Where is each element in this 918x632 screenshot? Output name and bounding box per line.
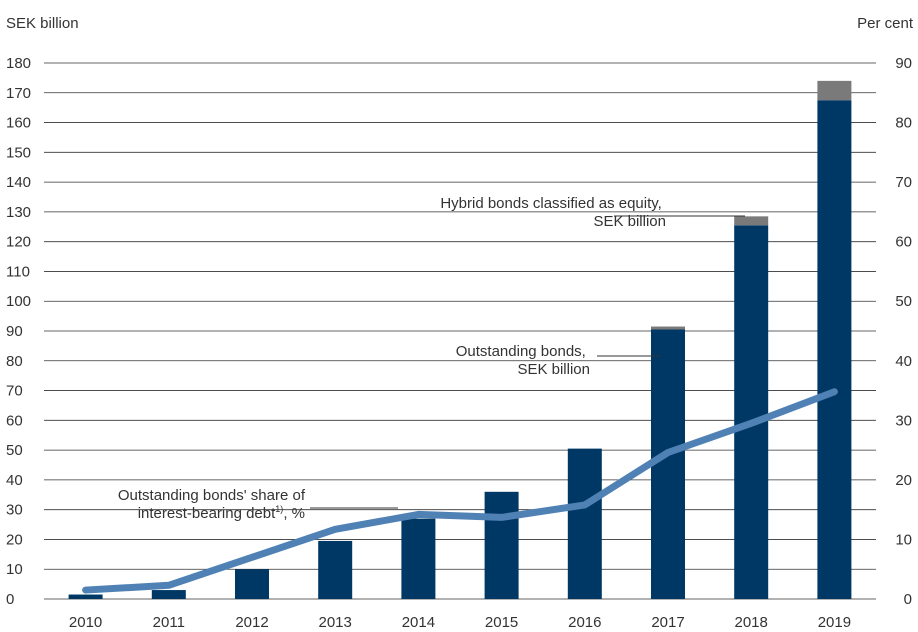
x-tick-2017: 2017 bbox=[651, 614, 684, 631]
bar-2018-segment-0 bbox=[734, 225, 769, 600]
y-left-tick-6: 60 bbox=[6, 412, 23, 429]
bar-2010-segment-0 bbox=[68, 594, 103, 599]
y-right-tick-6: 60 bbox=[895, 234, 912, 251]
y-left-tick-2: 20 bbox=[6, 531, 23, 548]
bar-2017-segment-1 bbox=[651, 326, 685, 330]
y-left-tick-16: 160 bbox=[6, 115, 31, 132]
y-left-tick-15: 150 bbox=[6, 144, 31, 161]
x-tick-2010: 2010 bbox=[69, 614, 102, 631]
share-annotation: Outstanding bonds' share of bbox=[118, 487, 306, 504]
y-left-tick-12: 120 bbox=[6, 234, 31, 251]
x-tick-2012: 2012 bbox=[235, 614, 268, 631]
y-right-tick-2: 20 bbox=[895, 472, 912, 489]
bar-2011-segment-0 bbox=[151, 590, 186, 599]
y-left-tick-9: 90 bbox=[6, 323, 23, 340]
y-left-tick-7: 70 bbox=[6, 383, 23, 400]
outstanding-annotation-line-1: Outstanding bonds, bbox=[456, 343, 586, 360]
share-annotation-line-2b: , % bbox=[283, 505, 305, 522]
bar-2013-segment-0 bbox=[318, 540, 353, 599]
x-tick-2019: 2019 bbox=[818, 614, 851, 631]
share-line-path-0 bbox=[82, 388, 838, 594]
y-right-tick-4: 40 bbox=[895, 353, 912, 370]
y-left-tick-0: 0 bbox=[6, 591, 14, 608]
bars bbox=[68, 80, 852, 600]
bar-2016-segment-0 bbox=[567, 448, 602, 599]
hybrid-annotation-line-2: SEK billion bbox=[593, 213, 666, 230]
tick-labels: 0102030405060708090100110120130140150160… bbox=[6, 55, 912, 631]
bar-2015-segment-0 bbox=[484, 491, 519, 599]
x-tick-2014: 2014 bbox=[402, 614, 435, 631]
bar-2012-segment-0 bbox=[235, 569, 269, 599]
x-tick-2016: 2016 bbox=[568, 614, 601, 631]
hybrid-annotation: Hybrid bonds classified as equity, SEK b… bbox=[440, 195, 666, 230]
y-right-tick-7: 70 bbox=[895, 174, 912, 191]
outstanding-annotation: Outstanding bonds, SEK billion bbox=[456, 343, 590, 378]
y-right-tick-0: 0 bbox=[904, 591, 912, 608]
y-left-tick-14: 140 bbox=[6, 174, 31, 191]
y-right-tick-1: 10 bbox=[895, 531, 912, 548]
y-right-tick-9: 90 bbox=[895, 55, 912, 72]
bar-2019-segment-1 bbox=[817, 80, 852, 101]
y-left-tick-1: 10 bbox=[6, 561, 23, 578]
y-left-tick-18: 180 bbox=[6, 55, 31, 72]
x-tick-2015: 2015 bbox=[485, 614, 518, 631]
annotations: Hybrid bonds classified as equity, SEK b… bbox=[118, 195, 745, 522]
bar-2019-segment-0 bbox=[817, 100, 852, 599]
y-left-tick-17: 170 bbox=[6, 85, 31, 102]
y-left-tick-5: 50 bbox=[6, 442, 23, 459]
y-left-tick-10: 100 bbox=[6, 293, 31, 310]
share-annotation-line-2: interest-bearing debt1), % bbox=[138, 504, 305, 522]
y-left-tick-3: 30 bbox=[6, 502, 23, 519]
x-tick-2011: 2011 bbox=[153, 614, 185, 631]
share-annotation-line-1: Outstanding bonds' share of bbox=[118, 487, 306, 504]
x-tick-2013: 2013 bbox=[319, 614, 352, 631]
bar-2014-segment-0 bbox=[401, 518, 436, 599]
y-right-axis-label: Per cent bbox=[857, 15, 914, 32]
outstanding-annotation-line-2: SEK billion bbox=[517, 361, 590, 378]
bar-2018-segment-1 bbox=[734, 216, 769, 226]
share-line bbox=[82, 388, 838, 594]
y-left-tick-4: 40 bbox=[6, 472, 23, 489]
y-right-tick-3: 30 bbox=[895, 412, 912, 429]
y-right-tick-5: 50 bbox=[895, 293, 912, 310]
share-annotation-footnote: 1) bbox=[275, 504, 283, 514]
y-left-tick-8: 80 bbox=[6, 353, 23, 370]
y-left-axis-label: SEK billion bbox=[6, 15, 79, 32]
hybrid-annotation-line-1: Hybrid bonds classified as equity, bbox=[440, 195, 662, 212]
y-right-tick-8: 80 bbox=[895, 115, 912, 132]
y-left-tick-13: 130 bbox=[6, 204, 31, 221]
y-left-tick-11: 110 bbox=[6, 263, 30, 280]
share-annotation-line-2a: interest-bearing debt bbox=[138, 505, 276, 522]
bar-2017-segment-0 bbox=[651, 329, 685, 599]
x-tick-2018: 2018 bbox=[735, 614, 768, 631]
